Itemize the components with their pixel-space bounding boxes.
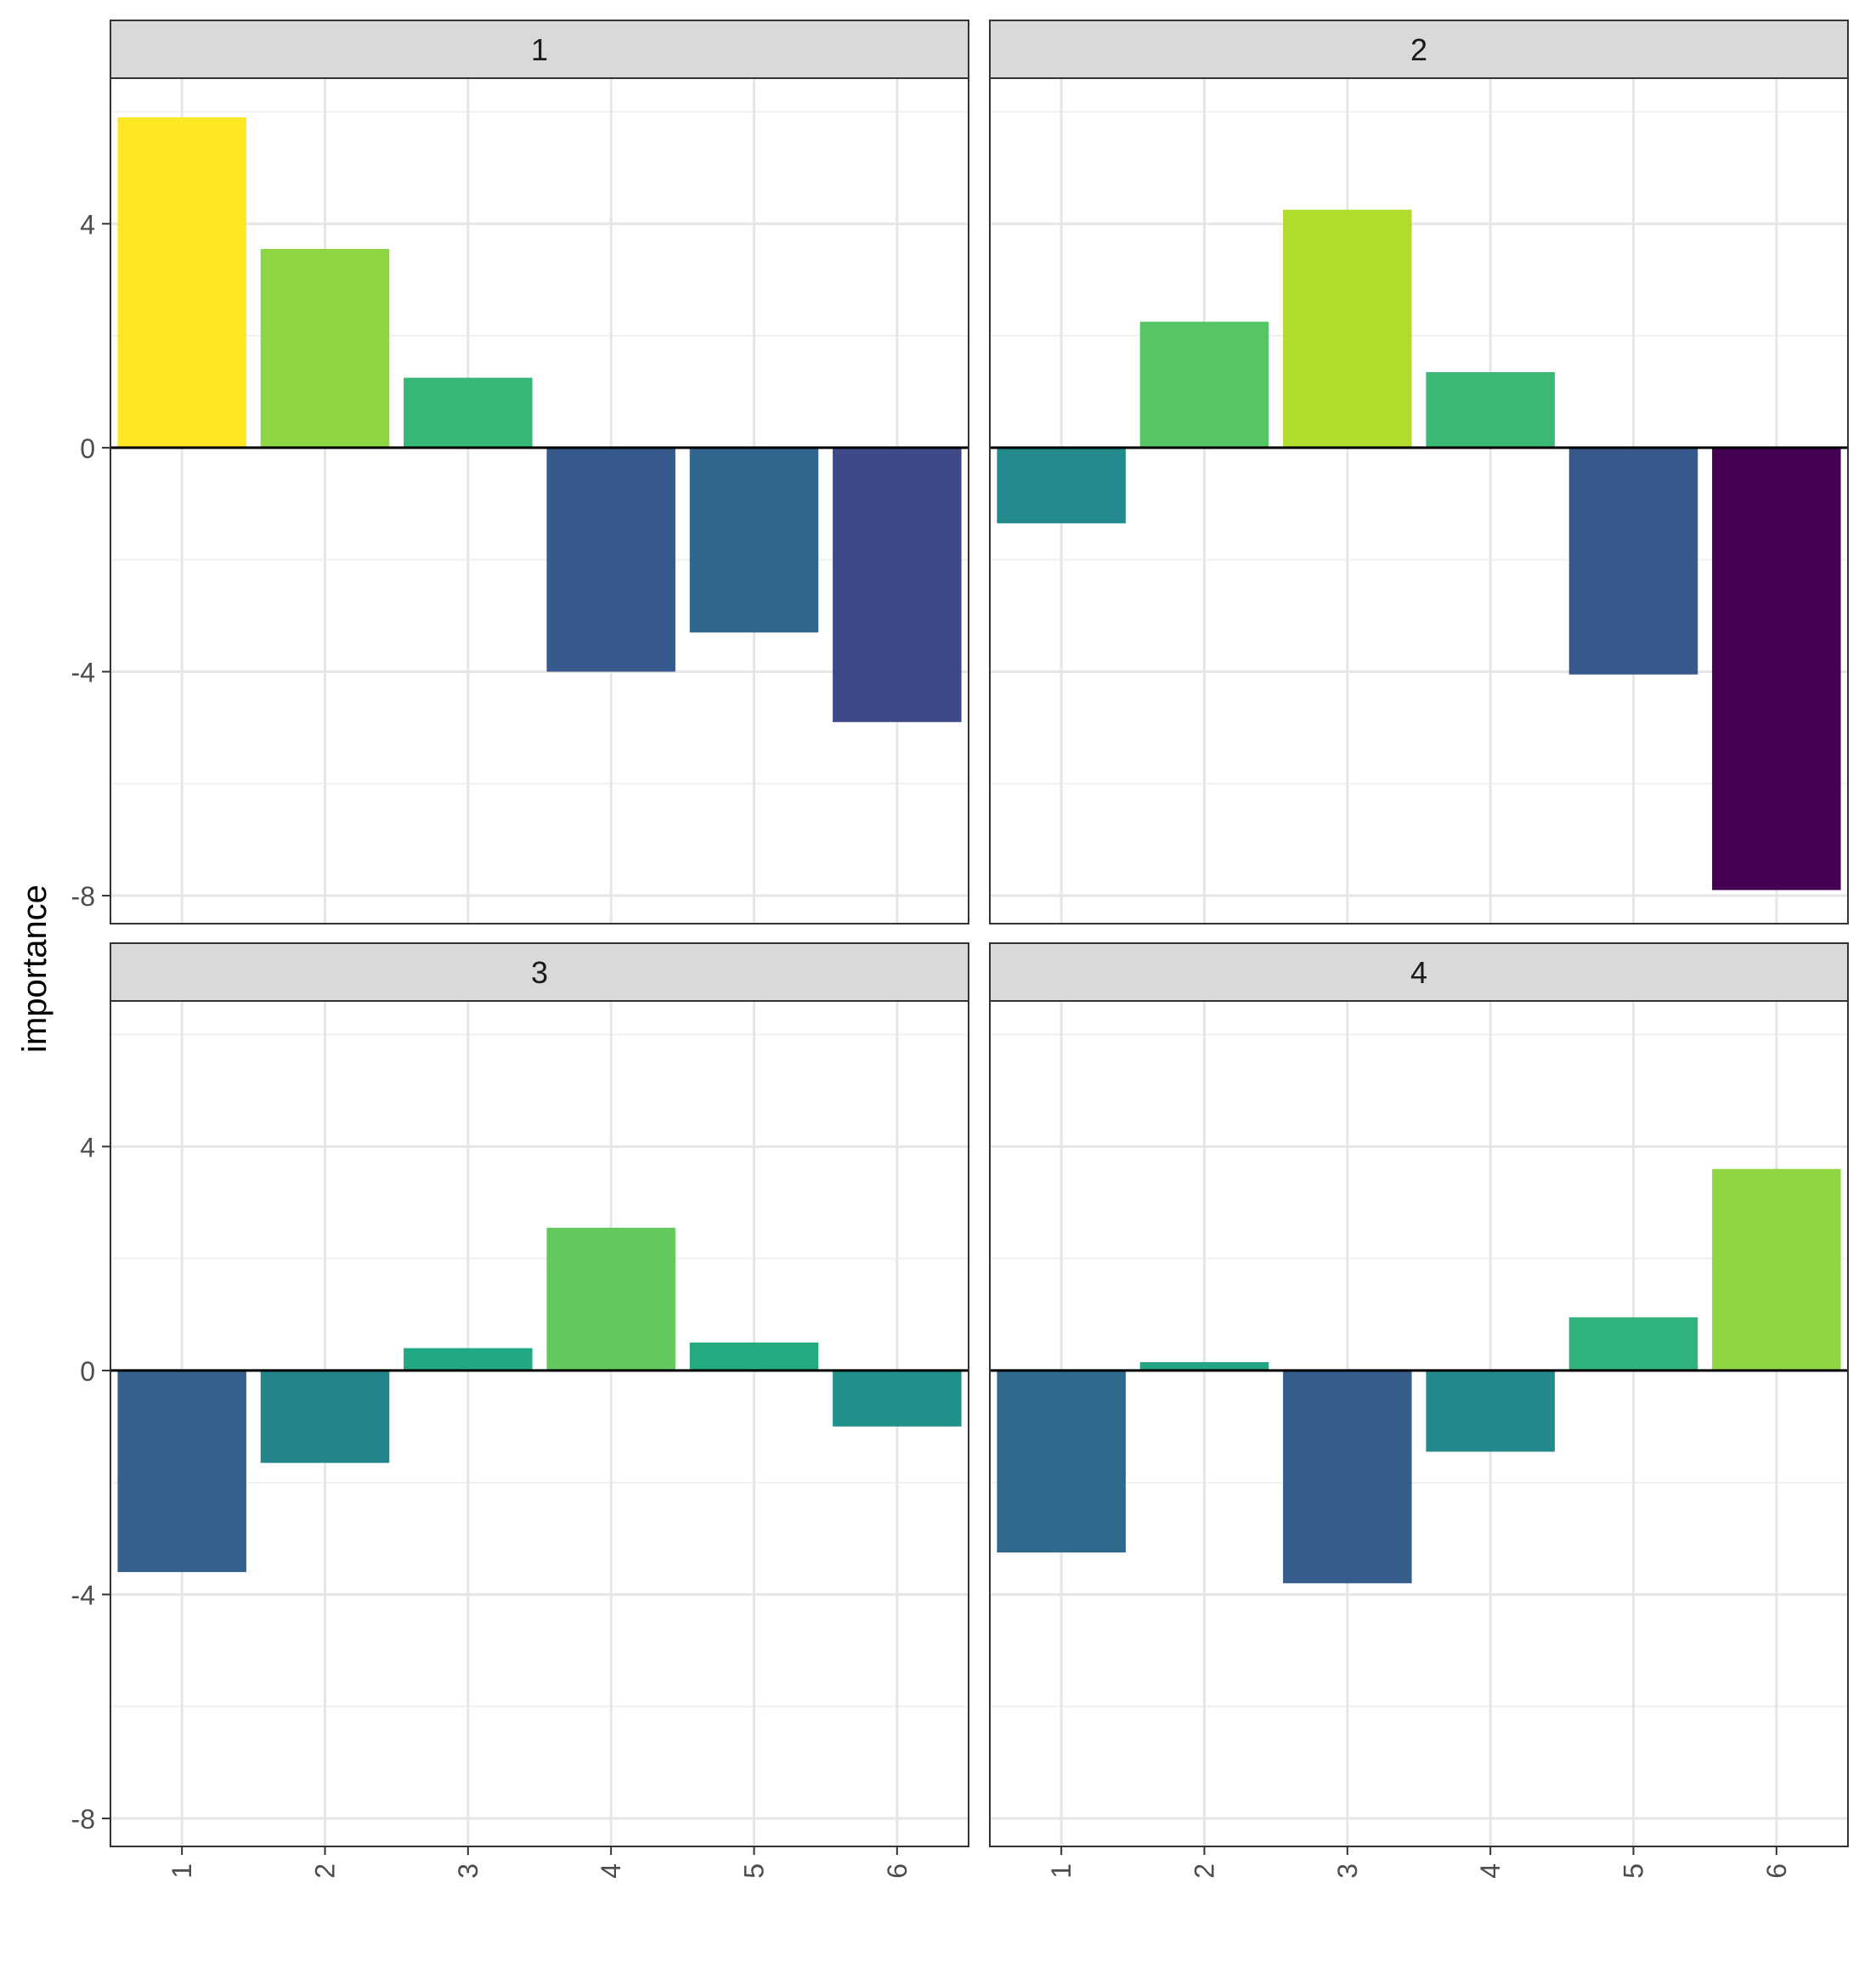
- facet-panel-4: 4 1 2 3 4 5 6: [989, 942, 1849, 1879]
- x-tick-label: 1: [167, 1863, 197, 1879]
- y-tick-label: -8: [71, 1804, 95, 1835]
- x-tick-label: 4: [596, 1863, 626, 1879]
- bar-4-2: [1139, 1362, 1269, 1371]
- panel-background: [990, 78, 1848, 924]
- y-tick-label: 0: [80, 1356, 95, 1387]
- panel-border: [110, 1000, 969, 1847]
- bar-1-3: [404, 377, 533, 448]
- bar-3-4: [546, 1227, 675, 1371]
- facet-panel-2: 2: [989, 20, 1849, 924]
- bar-1-2: [260, 248, 390, 448]
- bar-2-1: [997, 447, 1126, 523]
- bar-4-3: [1283, 1370, 1412, 1584]
- x-tick-label: 6: [1761, 1863, 1792, 1879]
- panel-border: [989, 1000, 1849, 1847]
- x-tick-label: 5: [739, 1863, 770, 1879]
- x-tick-label: 2: [1189, 1863, 1220, 1879]
- y-tick-label: -4: [71, 1580, 95, 1610]
- panel-border: [110, 77, 969, 924]
- x-tick-label: 2: [310, 1863, 341, 1879]
- bar-1-1: [117, 117, 246, 448]
- panel-background: [110, 78, 969, 924]
- facet-strip-label: 1: [531, 32, 548, 67]
- y-tick-label: -4: [71, 657, 95, 687]
- x-tick-label: 1: [1046, 1863, 1076, 1879]
- bar-1-5: [689, 447, 819, 633]
- facet-strip: [989, 942, 1849, 1002]
- facet-panel-1: 1 4 0 -4 -8: [71, 20, 969, 924]
- bar-4-6: [1712, 1168, 1841, 1371]
- bar-3-1: [117, 1370, 246, 1573]
- bar-3-6: [833, 1370, 962, 1427]
- bar-1-6: [833, 447, 962, 722]
- y-tick-label: 4: [80, 209, 95, 240]
- bar-4-5: [1568, 1317, 1698, 1371]
- panel-background: [110, 1001, 969, 1846]
- x-tick-label: 4: [1475, 1863, 1506, 1879]
- panel-border: [989, 77, 1849, 924]
- bar-2-4: [1426, 371, 1555, 448]
- bar-4-4: [1426, 1370, 1555, 1452]
- facet-strip-label: 3: [531, 955, 548, 990]
- y-tick-label: -8: [71, 881, 95, 912]
- bar-2-6: [1712, 447, 1841, 891]
- facet-panel-3: 3 4 0 -4 -8 1 2 3 4 5 6: [71, 942, 969, 1879]
- bar-2-2: [1139, 321, 1269, 448]
- bar-1-4: [546, 447, 675, 672]
- bar-3-3: [404, 1348, 533, 1371]
- bar-4-1: [997, 1370, 1126, 1553]
- x-tick-label: 3: [1332, 1863, 1363, 1879]
- x-tick-label: 3: [453, 1863, 483, 1879]
- y-tick-label: 4: [80, 1132, 95, 1162]
- x-tick-label: 6: [882, 1863, 913, 1879]
- facet-strip: [989, 20, 1849, 79]
- facet-strip: [110, 942, 969, 1002]
- bar-2-5: [1568, 447, 1698, 675]
- facet-strip-label: 2: [1410, 32, 1427, 67]
- bar-3-5: [689, 1342, 819, 1371]
- y-axis-label: importance: [16, 885, 54, 1053]
- facet-strip: [110, 20, 969, 79]
- bar-3-2: [260, 1370, 390, 1463]
- facet-strip-label: 4: [1410, 955, 1427, 990]
- y-tick-label: 0: [80, 433, 95, 464]
- x-tick-label: 5: [1619, 1863, 1649, 1879]
- bar-2-3: [1283, 209, 1412, 448]
- panel-background: [990, 1001, 1848, 1846]
